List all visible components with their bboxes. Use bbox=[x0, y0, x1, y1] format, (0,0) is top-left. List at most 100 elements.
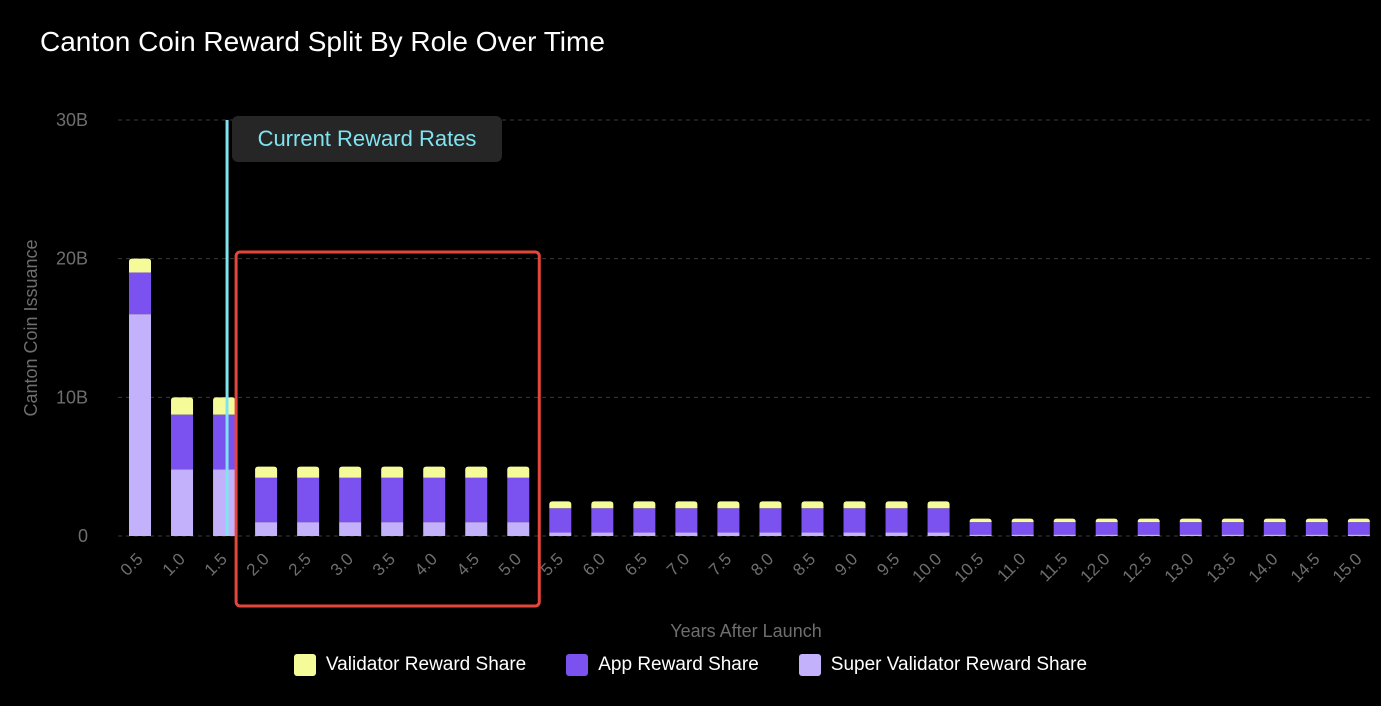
x-tick-label: 14.0 bbox=[1245, 549, 1282, 586]
bar-segment bbox=[297, 477, 320, 523]
bar-segment bbox=[129, 272, 151, 315]
y-tick-label: 0 bbox=[78, 526, 88, 546]
x-tick-labels: 0.5 1.0 1.5 2.0 2.5 3.0 3.5 4.0 4.5 5.0 5.5 6.0 6.5 7… bbox=[117, 549, 1366, 586]
bar-segment bbox=[339, 466, 362, 478]
bar-segment bbox=[633, 501, 656, 509]
current-rate-label-box bbox=[232, 116, 502, 162]
bar-segment bbox=[213, 414, 236, 470]
highlight-box bbox=[234, 250, 541, 608]
bar-segment bbox=[759, 532, 782, 536]
bar-segment bbox=[213, 469, 236, 536]
legend-item: Super Validator Reward Share bbox=[798, 654, 1088, 676]
bar-segment bbox=[171, 397, 194, 415]
legend-label: Super Validator Reward Share bbox=[830, 654, 1088, 675]
bar-segment bbox=[1137, 518, 1160, 523]
bar-segment bbox=[339, 522, 362, 536]
bar-segment bbox=[423, 522, 446, 536]
bar-segment bbox=[255, 466, 278, 478]
x-tick-label: 13.5 bbox=[1203, 549, 1240, 586]
bar-segment bbox=[1179, 518, 1202, 523]
current-rate-label: Current Reward Rates bbox=[258, 126, 477, 151]
legend-item: Validator Reward Share bbox=[293, 654, 526, 676]
bar-segment bbox=[381, 477, 404, 523]
bar-segment bbox=[423, 466, 446, 478]
bar-segment bbox=[1095, 518, 1118, 523]
bar-segment bbox=[717, 501, 740, 509]
bar-segment bbox=[1053, 518, 1076, 523]
legend-swatch bbox=[293, 654, 316, 676]
bar-segment bbox=[801, 532, 824, 536]
x-tick-label: 12.0 bbox=[1077, 549, 1114, 586]
x-tick-label: 12.5 bbox=[1119, 549, 1156, 586]
bar-segment bbox=[1095, 534, 1118, 536]
bar-segment bbox=[507, 522, 530, 536]
x-tick-label: 5.0 bbox=[495, 549, 525, 579]
bar-segment bbox=[1179, 534, 1202, 536]
x-tick-label: 4.5 bbox=[453, 549, 483, 579]
bar-segment bbox=[549, 508, 572, 533]
bar-segment bbox=[591, 508, 614, 533]
x-tick-label: 2.0 bbox=[243, 549, 273, 579]
bar-segment bbox=[381, 466, 404, 478]
bar-segment bbox=[717, 532, 740, 536]
bar-segment bbox=[297, 466, 320, 478]
bar-segment bbox=[1011, 522, 1034, 535]
y-tick-label: 20B bbox=[56, 249, 88, 269]
bar-segment bbox=[1221, 518, 1244, 523]
x-tick-label: 8.0 bbox=[747, 549, 777, 579]
bar-segment bbox=[1053, 534, 1076, 536]
x-tick-label: 4.0 bbox=[411, 549, 441, 579]
bar-segment bbox=[927, 501, 950, 509]
bar-segment bbox=[969, 518, 992, 523]
annotations: Current Reward Rates bbox=[225, 116, 541, 608]
bar-segment bbox=[255, 522, 278, 536]
bar-segment bbox=[675, 508, 698, 533]
bar-segment bbox=[759, 508, 782, 533]
bar-segment bbox=[1179, 522, 1202, 535]
bar-segment bbox=[129, 258, 151, 273]
bar-segment bbox=[423, 477, 446, 523]
bar-segment bbox=[801, 501, 824, 509]
chart-title: Canton Coin Reward Split By Role Over Ti… bbox=[40, 26, 605, 57]
bar-segment bbox=[1221, 534, 1244, 536]
bar-segment bbox=[633, 508, 656, 533]
bar-segment bbox=[465, 522, 488, 536]
bar-segment bbox=[717, 508, 740, 533]
legend-item: App Reward Share bbox=[566, 654, 759, 676]
chart: 0 10B 20B 30B 0.5 1.0 1.5 2.0 2.5 3.0 3.5 4.0 4.5 5.… bbox=[21, 110, 1370, 641]
bar-segment bbox=[339, 477, 362, 523]
bar-segment bbox=[171, 414, 194, 470]
x-tick-label: 1.5 bbox=[201, 549, 231, 579]
x-tick-label: 11.5 bbox=[1036, 549, 1072, 585]
x-tick-label: 11.0 bbox=[994, 549, 1030, 585]
bar-segment bbox=[1263, 534, 1286, 536]
bar-segment bbox=[759, 501, 782, 509]
bar-segment bbox=[675, 532, 698, 536]
legend: Validator Reward Share App Reward Share Su… bbox=[0, 654, 1381, 676]
bar-segment bbox=[297, 522, 320, 536]
bar-segment bbox=[1011, 518, 1034, 523]
x-tick-label: 10.5 bbox=[951, 549, 988, 586]
bar-segment bbox=[213, 397, 236, 415]
x-tick-label: 6.5 bbox=[621, 549, 651, 579]
bar-segment bbox=[1263, 518, 1286, 523]
x-axis-label: Years After Launch bbox=[670, 621, 821, 641]
bar-segment bbox=[549, 532, 572, 536]
bar-segment bbox=[801, 508, 824, 533]
x-tick-label: 5.5 bbox=[537, 549, 567, 579]
bar-segment bbox=[1011, 534, 1034, 536]
y-tick-label: 10B bbox=[56, 387, 88, 407]
x-tick-label: 10.0 bbox=[909, 549, 946, 586]
y-tick-labels: 0 10B 20B 30B bbox=[56, 110, 88, 546]
bar-segment bbox=[465, 477, 488, 523]
bar-segment bbox=[885, 532, 908, 536]
x-tick-label: 15.0 bbox=[1329, 549, 1366, 586]
x-tick-label: 2.5 bbox=[285, 549, 315, 579]
bar-segment bbox=[1221, 522, 1244, 535]
bar-segment bbox=[1137, 522, 1160, 535]
bar-segment bbox=[381, 522, 404, 536]
bar-segment bbox=[633, 532, 656, 536]
y-axis-label: Canton Coin Issuance bbox=[21, 239, 41, 416]
bar-segment bbox=[927, 532, 950, 536]
bar-segment bbox=[843, 508, 866, 533]
